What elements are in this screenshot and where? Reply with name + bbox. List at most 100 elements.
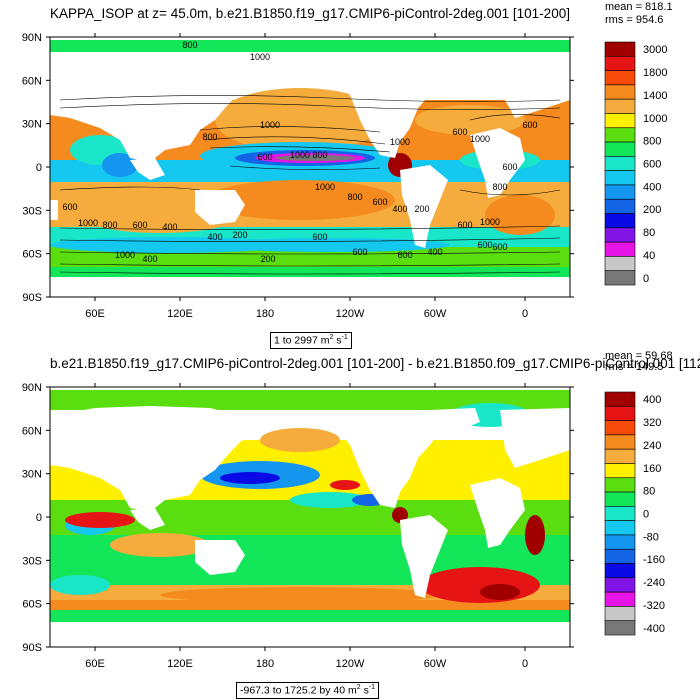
- panel1-colorbar-swatch: [604, 170, 636, 186]
- panel1-colorbar-label: 3000: [643, 44, 667, 56]
- panel1-xtick-label: 120E: [167, 308, 193, 320]
- panel1-contour-label: 800: [347, 192, 362, 202]
- panel1-colorbar-swatch: [604, 141, 636, 157]
- panel2-colorbar-swatch: [604, 577, 636, 593]
- panel2-landmasses: [50, 406, 570, 647]
- panel1-contour-label: 200: [232, 230, 247, 240]
- panel1-contour-label: 600: [457, 220, 472, 230]
- panel2-range-label: -967.3 to 1725.2 by 40 m: [240, 684, 357, 697]
- panel1-contour-label: 400: [207, 232, 222, 242]
- panel1-contour-label: 600: [397, 250, 412, 260]
- panel1-xtick-label: 120W: [336, 308, 365, 320]
- panel1-contour-label: 600: [522, 120, 537, 130]
- panel2-ytick-label: 90S: [22, 642, 42, 654]
- panel2-colorbar-label: 0: [643, 509, 649, 521]
- panel2-colorbar-swatch: [604, 448, 636, 464]
- panel1-range-box: 1 to 2997 m2 s-1: [270, 332, 352, 349]
- panel2-xtick-label: 120E: [167, 658, 193, 670]
- panel1-contour-label: 1000: [115, 250, 135, 260]
- panel2-colorbar-swatch: [604, 520, 636, 536]
- panel2-xtick-label: 120W: [336, 658, 365, 670]
- panel1-contour-label: 800: [312, 150, 327, 160]
- panel1-ytick-label: 30N: [22, 119, 42, 131]
- panel1-contour-label: 800: [202, 132, 217, 142]
- panel1-contour-label: 400: [392, 204, 407, 214]
- panel2-colorbar-label: -320: [643, 600, 665, 612]
- panel1-contour-label: 1000: [250, 52, 270, 62]
- panel2-rms: rms = 149.5: [605, 361, 664, 373]
- panel1-contour-label: 600: [352, 247, 367, 257]
- panel2-colorbar-label: 320: [643, 417, 661, 429]
- panel1-colorbar-label: 1000: [643, 113, 667, 125]
- panel1-contour-label: 1000: [480, 217, 500, 227]
- panel2-ytick-label: 30N: [22, 469, 42, 481]
- panel2-title: b.e21.B1850.f19_g17.CMIP6-piControl-2deg…: [50, 356, 700, 371]
- panel1-contour-label: 400: [142, 254, 157, 264]
- panel2-mean: mean = 59.68: [605, 350, 673, 362]
- axes-and-colorbars: 90N 60N 30N 0 30S 60S 90S 60E 120E 180 120W 60W 0 300…: [22, 32, 668, 670]
- panel2-ytick-label: 90N: [22, 382, 42, 394]
- panel1-xtick-label: 180: [256, 308, 274, 320]
- panel1-colorbar-label: 200: [643, 204, 661, 216]
- panel2-xtick-label: 60E: [85, 658, 105, 670]
- panel1-ytick-label: 0: [36, 162, 42, 174]
- panel1-contour-label: 600: [502, 162, 517, 172]
- panel1-ytick-label: 60S: [22, 249, 42, 261]
- panel1-colorbar-swatch: [604, 41, 636, 57]
- panel2-range-box: -967.3 to 1725.2 by 40 m2 s-1: [236, 682, 380, 699]
- panel1-colorbar-label: 800: [643, 136, 661, 148]
- panel2-colorbar-swatch: [604, 620, 636, 636]
- panel2-colorbar-label: -240: [643, 577, 665, 589]
- panel1-colorbar-label: 1400: [643, 90, 667, 102]
- panel1-colorbar-swatch: [604, 156, 636, 171]
- panel1-contour-label: 800: [492, 182, 507, 192]
- panel1-contour-label: 400: [162, 222, 177, 232]
- panel1-contour-label: 600: [372, 197, 387, 207]
- panel2-colorbar-swatch: [604, 477, 636, 493]
- panel1-title: KAPPA_ISOP at z= 45.0m, b.e21.B1850.f19_…: [50, 6, 570, 21]
- panel1-contour-label: 400: [427, 247, 442, 257]
- panel1-ytick-label: 90S: [22, 292, 42, 304]
- panel1-colorbar-swatch: [604, 198, 636, 214]
- panel1-xtick-label: 0: [522, 308, 528, 320]
- panel2-colorbar-swatch: [604, 405, 636, 421]
- panel1-colorbar-swatch: [604, 270, 636, 286]
- panel2-xtick-label: 180: [256, 658, 274, 670]
- panel1-contour-label: 600: [452, 127, 467, 137]
- panel1-colorbar-swatch: [604, 227, 636, 243]
- panel1-contour-label: 600: [477, 240, 492, 250]
- panel1-colorbar-label: 600: [643, 159, 661, 171]
- panel2-colorbar-label: -80: [643, 531, 659, 543]
- panel1-colorbar-swatch: [604, 213, 636, 229]
- panel1-ytick-label: 30S: [22, 205, 42, 217]
- panel2-colorbar-swatch: [604, 591, 636, 607]
- panel1-contour-label: 600: [132, 220, 147, 230]
- panel2-colorbar-swatch: [604, 420, 636, 436]
- panel1-contour-label: 1000: [315, 182, 335, 192]
- panel1-contour-label: 600: [257, 152, 272, 162]
- panel1-contour-label: 1000: [78, 218, 98, 228]
- panel1-contour-label: 200: [260, 254, 275, 264]
- panel1-ytick-label: 90N: [22, 32, 42, 44]
- panel1-landmasses: [50, 56, 570, 297]
- panel1-contour-label: 1000: [260, 120, 280, 130]
- panel1-ytick-label: 60N: [22, 75, 42, 87]
- panel1-range-label: 1 to 2997 m: [274, 334, 330, 347]
- panel1-colorbar-label: 1800: [643, 67, 667, 79]
- panel2-ytick-label: 0: [36, 512, 42, 524]
- panel2-colorbar-swatch: [604, 463, 636, 479]
- panel1-contour-label: 1000: [470, 134, 490, 144]
- panel2-colorbar-label: 400: [643, 394, 661, 406]
- panel1-colorbar-swatch: [604, 70, 636, 86]
- panel1-contour-label: 600: [312, 232, 327, 242]
- panel2-map: [50, 387, 570, 647]
- panel1-contour-label: 1000: [290, 150, 310, 160]
- panel1-mean: mean = 818.1: [605, 1, 673, 13]
- panel2-ytick-label: 60N: [22, 425, 42, 437]
- panel1-colorbar-swatch: [604, 84, 636, 100]
- panel2-colorbar-label: 160: [643, 463, 661, 475]
- panel1-colorbar-swatch: [604, 127, 636, 143]
- panel2-colorbar-label: -400: [643, 623, 665, 635]
- panel2-colorbar-label: -160: [643, 554, 665, 566]
